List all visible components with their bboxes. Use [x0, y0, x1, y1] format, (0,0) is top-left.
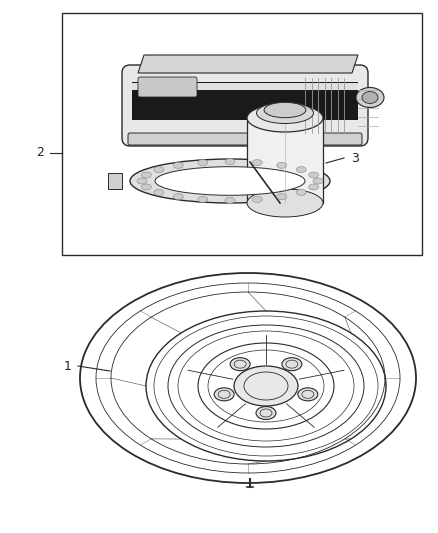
- Ellipse shape: [198, 197, 208, 203]
- Ellipse shape: [252, 197, 262, 203]
- Ellipse shape: [256, 407, 276, 419]
- Ellipse shape: [247, 189, 323, 217]
- FancyBboxPatch shape: [128, 133, 362, 145]
- Ellipse shape: [257, 102, 314, 124]
- Ellipse shape: [137, 178, 147, 184]
- Ellipse shape: [362, 92, 378, 103]
- Ellipse shape: [356, 87, 384, 108]
- Polygon shape: [138, 55, 358, 73]
- Ellipse shape: [309, 184, 319, 190]
- Ellipse shape: [173, 163, 183, 168]
- Ellipse shape: [155, 167, 305, 195]
- Ellipse shape: [230, 358, 250, 370]
- Bar: [108, 173, 122, 189]
- FancyBboxPatch shape: [122, 65, 368, 146]
- Ellipse shape: [309, 172, 319, 178]
- FancyBboxPatch shape: [138, 77, 197, 97]
- Bar: [132, 82, 358, 119]
- Ellipse shape: [141, 184, 151, 190]
- Ellipse shape: [298, 388, 318, 401]
- Ellipse shape: [225, 159, 235, 165]
- Ellipse shape: [277, 193, 287, 200]
- Text: 2: 2: [36, 147, 44, 159]
- Ellipse shape: [141, 172, 151, 178]
- Bar: [132, 83, 358, 90]
- Ellipse shape: [247, 104, 323, 132]
- Ellipse shape: [154, 167, 164, 173]
- Ellipse shape: [225, 197, 235, 204]
- Ellipse shape: [296, 167, 306, 173]
- Bar: [62, 13, 422, 255]
- Bar: [247, 118, 323, 203]
- Text: 1: 1: [64, 359, 72, 373]
- Ellipse shape: [154, 189, 164, 196]
- Ellipse shape: [173, 193, 183, 200]
- Ellipse shape: [130, 159, 330, 203]
- Ellipse shape: [313, 178, 323, 184]
- Ellipse shape: [234, 366, 298, 406]
- Ellipse shape: [198, 159, 208, 166]
- Ellipse shape: [252, 159, 262, 166]
- Ellipse shape: [264, 102, 306, 118]
- Text: 3: 3: [351, 151, 359, 165]
- Ellipse shape: [282, 358, 302, 370]
- Ellipse shape: [277, 163, 287, 168]
- Ellipse shape: [296, 189, 306, 196]
- Ellipse shape: [214, 388, 234, 401]
